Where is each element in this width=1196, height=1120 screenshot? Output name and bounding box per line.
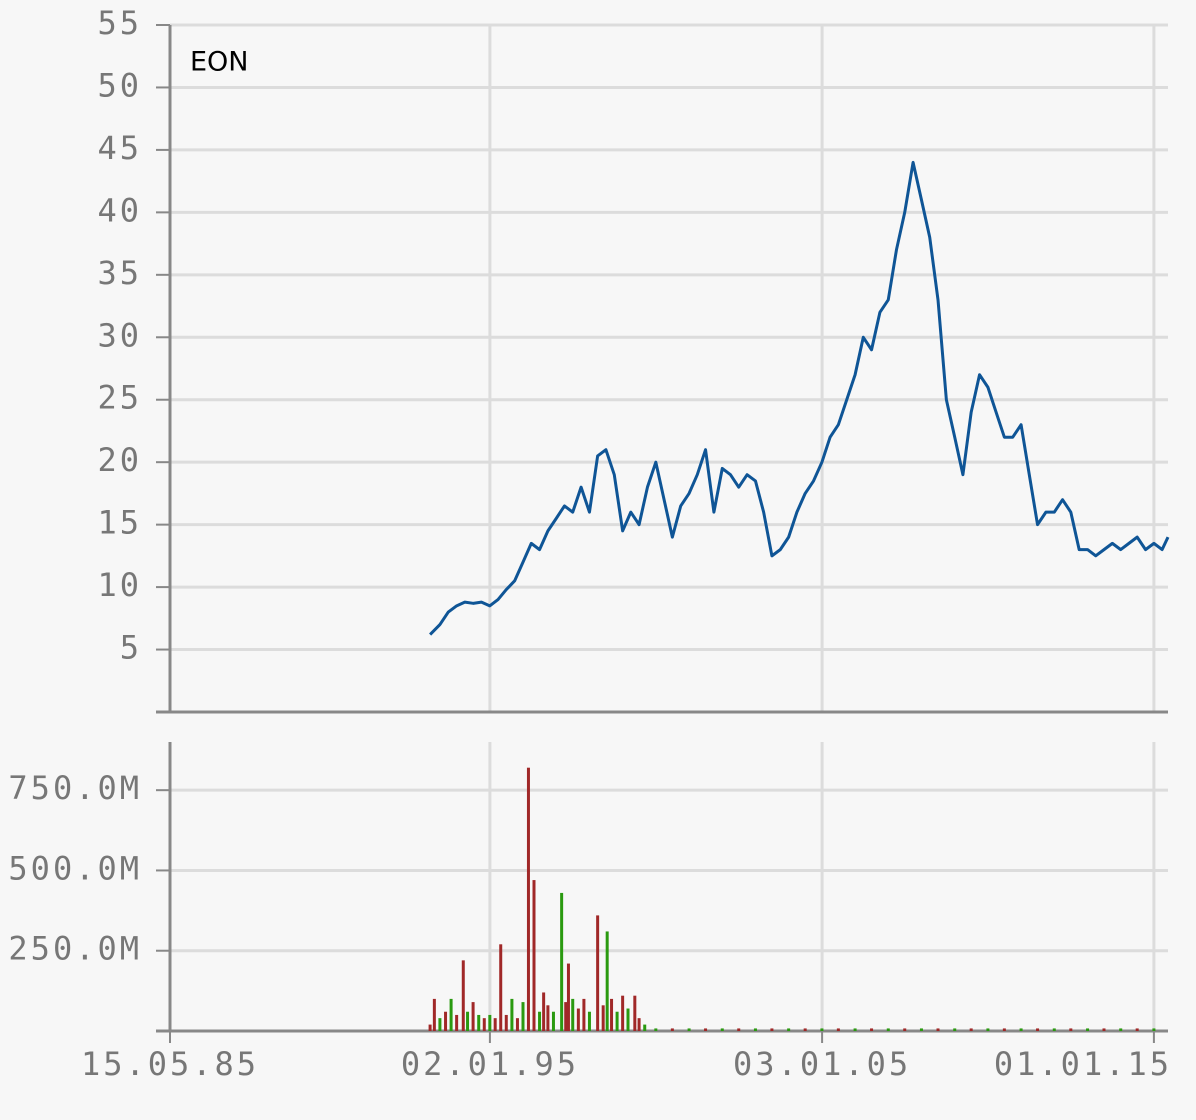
volume-bar: [687, 1028, 691, 1031]
volume-bar: [986, 1028, 990, 1031]
volume-bar: [1135, 1028, 1139, 1031]
volume-bar: [601, 1005, 605, 1031]
x-tick-label: 02.01.95: [401, 1045, 579, 1083]
x-tick-label: 03.01.05: [733, 1045, 911, 1083]
volume-bar: [428, 1024, 432, 1031]
volume-bar: [720, 1028, 724, 1031]
volume-bar: [471, 1002, 475, 1031]
chart-title: EON: [190, 47, 249, 78]
volume-bar: [1152, 1028, 1156, 1031]
volume-bar: [1002, 1028, 1006, 1031]
volume-bar: [615, 1011, 619, 1031]
volume-bar: [477, 1014, 481, 1031]
volume-bar: [820, 1028, 824, 1031]
volume-bar: [444, 1011, 448, 1031]
y-tick-label: 55: [97, 4, 142, 42]
volume-bar: [637, 1018, 641, 1031]
y-tick-label: 40: [97, 191, 142, 229]
y-tick-label: 10: [97, 566, 142, 604]
y-tick-label: 35: [97, 254, 142, 292]
x-tick-label: 01.01.15: [994, 1045, 1172, 1083]
y-tick-label: 5: [120, 629, 142, 667]
volume-bar: [587, 1011, 591, 1031]
volume-bar: [551, 1011, 555, 1031]
volume-bar: [504, 1014, 508, 1031]
volume-bar: [803, 1028, 807, 1031]
volume-bar: [566, 963, 570, 1031]
volume-bar: [1036, 1028, 1040, 1031]
volume-bar: [482, 1018, 486, 1031]
volume-bar: [1086, 1028, 1090, 1031]
volume-bar: [546, 1005, 550, 1031]
volume-bar: [969, 1028, 973, 1031]
y-tick-label: 30: [97, 316, 142, 354]
volume-bar: [643, 1024, 647, 1031]
volume-bar: [670, 1028, 674, 1031]
x-tick-label: 15.05.85: [81, 1045, 259, 1083]
volume-bar: [753, 1028, 757, 1031]
volume-bar: [886, 1028, 890, 1031]
volume-bar: [1019, 1028, 1023, 1031]
volume-bar: [515, 1018, 519, 1031]
volume-bar: [432, 998, 436, 1031]
volume-bar: [466, 1011, 470, 1031]
volume-bar: [560, 892, 564, 1031]
volume-bar: [564, 1002, 568, 1031]
volume-bar: [438, 1018, 442, 1031]
volume-bar: [787, 1028, 791, 1031]
volume-bar: [455, 1014, 459, 1031]
volume-bar: [582, 998, 586, 1031]
y-tick-label: 45: [97, 129, 142, 167]
volume-bar: [919, 1028, 923, 1031]
volume-bar: [633, 995, 637, 1031]
volume-bar: [1119, 1028, 1123, 1031]
volume-bar: [853, 1028, 857, 1031]
volume-bar: [654, 1028, 658, 1031]
volume-bar: [499, 944, 503, 1031]
volume-bar: [610, 998, 614, 1031]
volume-bar: [449, 998, 453, 1031]
volume-bar: [704, 1028, 708, 1031]
price-line: [429, 160, 1170, 636]
y-tick-label: 50: [97, 66, 142, 104]
y-tick-label: 15: [97, 504, 142, 542]
y-tick-label: 25: [97, 379, 142, 417]
y-tick-label: 250.0M: [8, 930, 142, 968]
volume-bar: [542, 992, 546, 1031]
volume-bar: [488, 1014, 492, 1031]
volume-bar: [493, 1018, 497, 1031]
volume-bar: [461, 960, 465, 1031]
volume-bar: [621, 995, 625, 1031]
volume-bar: [836, 1028, 840, 1031]
volume-bar: [596, 915, 600, 1031]
volume-bar: [1052, 1028, 1056, 1031]
volume-bar: [1069, 1028, 1073, 1031]
volume-bar: [953, 1028, 957, 1031]
volume-bar: [576, 1008, 580, 1031]
volume-bar: [770, 1028, 774, 1031]
volume-bar: [626, 1008, 630, 1031]
volume-bar: [903, 1028, 907, 1031]
volume-bar: [870, 1028, 874, 1031]
volume-bar: [571, 998, 575, 1031]
volume-bar: [1102, 1028, 1106, 1031]
volume-bar: [538, 1011, 542, 1031]
volume-bar: [605, 931, 609, 1031]
y-tick-label: 500.0M: [8, 849, 142, 887]
volume-bar: [526, 767, 530, 1031]
y-tick-label: 20: [97, 441, 142, 479]
volume-bar: [737, 1028, 741, 1031]
y-tick-label: 750.0M: [8, 769, 142, 807]
volume-bar: [532, 880, 536, 1031]
volume-bar: [936, 1028, 940, 1031]
volume-bar: [521, 1002, 525, 1031]
volume-bar: [510, 998, 514, 1031]
